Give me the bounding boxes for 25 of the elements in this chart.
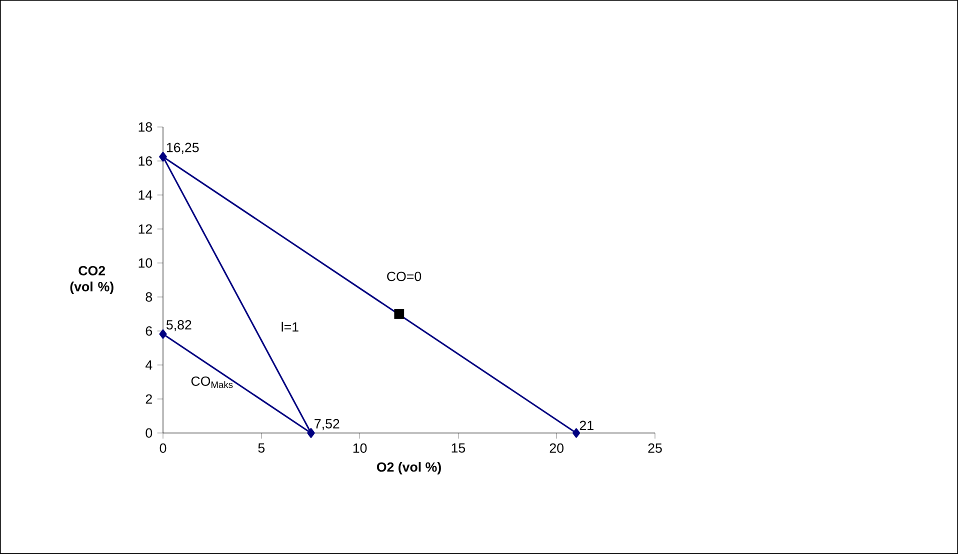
annotation: 21 — [580, 420, 594, 430]
y-tick-label: 10 — [138, 258, 152, 268]
annotation: CO=0 — [387, 272, 422, 282]
annotation: 7,52 — [314, 419, 340, 430]
x-tick-label: 5 — [258, 443, 265, 453]
y-tick-label: 16 — [138, 156, 152, 166]
y-tick-label: 12 — [138, 224, 152, 234]
x-tick-label: 25 — [648, 443, 662, 453]
x-tick-label: 20 — [550, 443, 564, 453]
y-tick-label: 6 — [146, 326, 152, 336]
y-tick-label: 8 — [146, 292, 152, 302]
y-tick-label: 4 — [146, 360, 152, 370]
x-tick-label: 0 — [160, 443, 166, 453]
y-tick-label: 18 — [138, 122, 152, 132]
data-label: 16,25 — [166, 142, 199, 154]
data-label: 5,82 — [166, 320, 192, 332]
y-axis-title: CO2 (vol %) — [70, 266, 114, 294]
x-axis-title: O2 (vol %) — [376, 462, 441, 474]
x-tick-label: 15 — [452, 443, 466, 453]
y-tick-label: 14 — [138, 190, 152, 200]
annotation: l=1 — [282, 322, 298, 332]
annotation: CO$_{Maks}$ — [191, 376, 233, 388]
y-tick-label: 0 — [146, 428, 152, 438]
y-tick-label: 2 — [146, 394, 152, 404]
x-tick-label: 10 — [353, 443, 367, 453]
